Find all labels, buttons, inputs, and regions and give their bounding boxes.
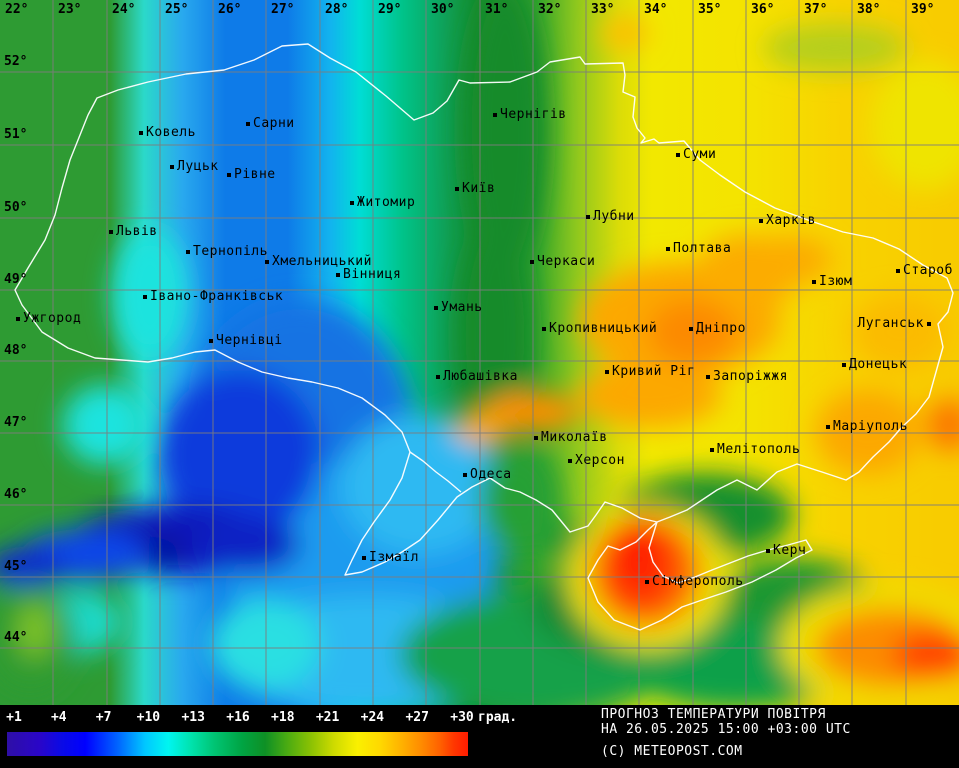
scale-tick-label: +27 <box>405 710 429 725</box>
forecast-datetime: НА 26.05.2025 15:00 +03:00 UTC <box>601 722 851 737</box>
border-crimea <box>587 521 813 631</box>
scale-tick-label: +16 <box>226 710 250 725</box>
scale-tick-label: +4 <box>50 710 67 725</box>
scale-tick-label: +30 <box>450 710 474 725</box>
map-gridlines <box>0 0 959 705</box>
temperature-blobs <box>0 0 959 705</box>
forecast-title: ПРОГНОЗ ТЕМПЕРАТУРИ ПОВІТРЯ <box>601 707 826 722</box>
scale-tick-label: +1 <box>6 710 22 725</box>
scale-tick-label: +24 <box>360 710 385 725</box>
forecast-caption: ПРОГНОЗ ТЕМПЕРАТУРИ ПОВІТРЯ НА 26.05.202… <box>601 707 851 759</box>
scale-tick-label: +10 <box>136 710 161 725</box>
copyright-text: (C) METEOPOST.COM <box>601 744 743 759</box>
border-moldova <box>409 451 462 493</box>
scale-tick-label: +13 <box>181 710 205 725</box>
border-mainland <box>14 43 954 576</box>
scale-tick-label: +7 <box>95 710 112 725</box>
scale-tick-label: +21 <box>315 710 340 725</box>
ukraine-border <box>14 43 954 631</box>
temperature-map <box>0 0 959 705</box>
scale-tick-label: +18 <box>271 710 295 725</box>
legend-unit-label: град. <box>478 710 518 725</box>
temperature-scale-bar <box>7 732 468 756</box>
